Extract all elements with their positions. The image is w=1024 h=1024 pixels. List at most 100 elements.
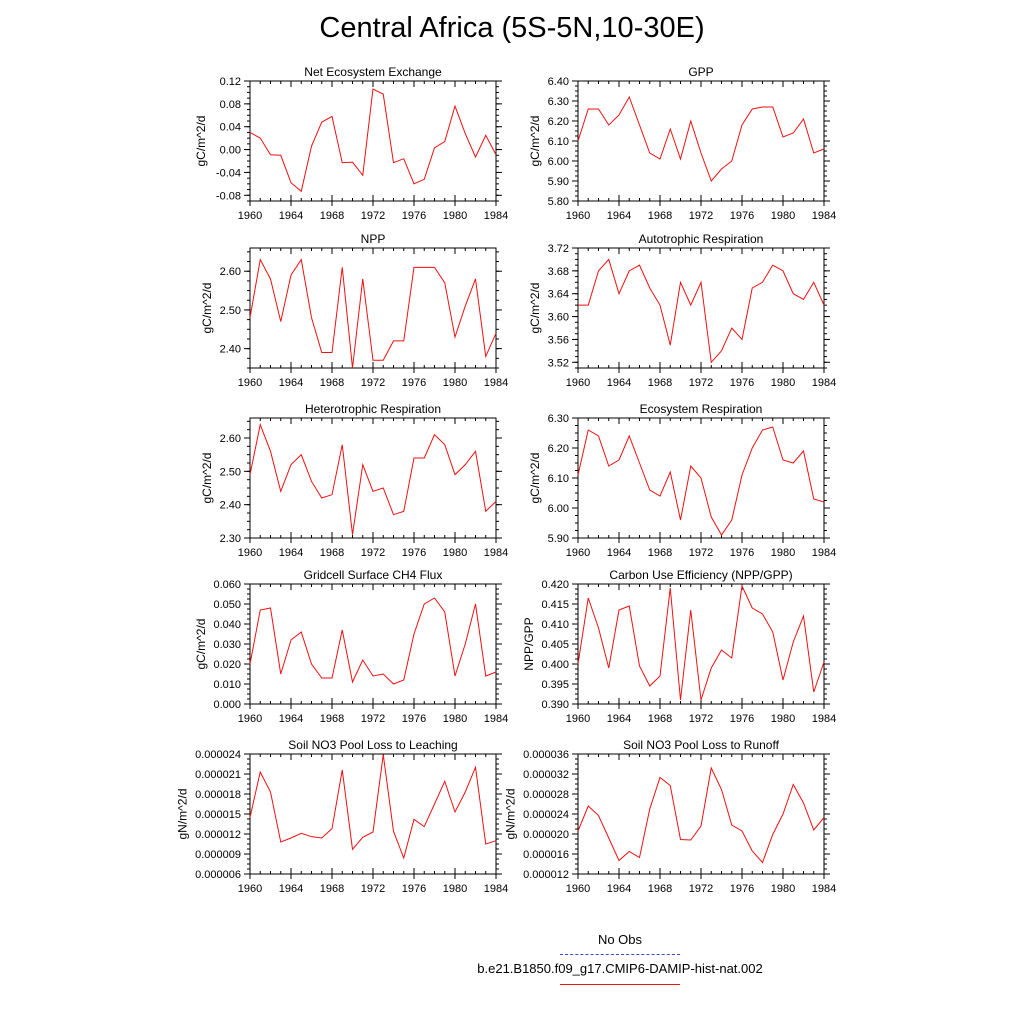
series-line-1 [249, 422, 497, 535]
panel-4: Autotrophic Respiration 1960 1964 1968 1972 1… [528, 232, 836, 389]
y-tick-label: 3.68 [548, 266, 569, 278]
y-tick-label: -0.04 [216, 167, 241, 179]
y-tick-label: 2.30 [220, 533, 241, 545]
x-tick-label: 1960 [566, 210, 590, 222]
panel-title: Soil NO3 Pool Loss to Runoff [623, 738, 780, 752]
plot-frame [249, 80, 497, 202]
panel-7: Gridcell Surface CH4 Flux 1960 1964 1968 197… [194, 568, 508, 725]
x-tick-label: 1964 [607, 377, 631, 389]
y-axis-label: gC/m^2/d [528, 283, 542, 334]
x-tick-label: 1984 [812, 713, 836, 725]
plot-frame [577, 80, 825, 202]
y-tick-label: 0.000032 [523, 769, 569, 781]
panel-title: Net Ecosystem Exchange [304, 65, 442, 79]
x-tick-label: 1968 [648, 210, 672, 222]
y-tick-label: 0.04 [220, 122, 241, 134]
x-tick-label: 1972 [689, 547, 713, 559]
x-tick-label: 1976 [730, 547, 754, 559]
y-tick-label: 3.64 [548, 289, 569, 301]
x-tick-label: 1960 [238, 377, 262, 389]
plot-frame [249, 753, 497, 875]
y-tick-label: 0.420 [541, 579, 569, 591]
y-tick-label: 6.30 [548, 413, 569, 425]
y-tick-label: 0.000 [213, 699, 241, 711]
series-line-1 [249, 597, 497, 685]
y-tick-label: 0.000009 [195, 849, 241, 861]
y-axis-label: gC/m^2/d [200, 283, 214, 334]
panel-title: Gridcell Surface CH4 Flux [304, 568, 443, 582]
plot-frame [577, 583, 825, 705]
y-axis-label: gN/m^2/d [503, 789, 517, 840]
x-tick-label: 1972 [689, 210, 713, 222]
y-axis-label: gC/m^2/d [200, 453, 214, 504]
series-line-1 [249, 258, 497, 369]
series-line-1 [249, 754, 497, 860]
y-tick-label: -0.08 [216, 190, 241, 202]
y-tick-label: 0.415 [541, 599, 569, 611]
x-tick-label: 1976 [402, 210, 426, 222]
x-tick-label: 1964 [607, 713, 631, 725]
y-tick-label: 0.000018 [195, 789, 241, 801]
x-tick-label: 1968 [320, 713, 344, 725]
x-tick-label: 1972 [689, 377, 713, 389]
y-tick-label: 0.050 [213, 599, 241, 611]
x-tick-label: 1980 [771, 377, 795, 389]
x-tick-label: 1964 [279, 210, 303, 222]
y-tick-label: 0.395 [541, 679, 569, 691]
y-tick-label: 0.030 [213, 639, 241, 651]
x-tick-label: 1976 [402, 713, 426, 725]
legend-swatch-no-obs [560, 954, 680, 955]
x-tick-label: 1980 [771, 883, 795, 895]
y-tick-label: 0.000020 [523, 829, 569, 841]
y-tick-label: 0.000012 [523, 869, 569, 881]
y-tick-label: 6.10 [548, 136, 569, 148]
series-line-1 [577, 584, 825, 701]
x-tick-label: 1968 [320, 547, 344, 559]
x-tick-label: 1984 [812, 210, 836, 222]
y-tick-label: 5.90 [548, 176, 569, 188]
y-tick-label: 6.40 [548, 76, 569, 88]
x-tick-label: 1972 [689, 713, 713, 725]
panel-10: Soil NO3 Pool Loss to Runoff 1960 1964 1968… [503, 738, 836, 895]
y-tick-label: 2.50 [220, 305, 241, 317]
x-tick-label: 1980 [443, 713, 467, 725]
panel-5: Heterotrophic Respiration 1960 1964 1968 197… [200, 402, 508, 559]
y-tick-label: 0.000012 [195, 829, 241, 841]
x-tick-label: 1960 [238, 713, 262, 725]
x-tick-label: 1968 [648, 883, 672, 895]
x-tick-label: 1964 [607, 210, 631, 222]
x-tick-label: 1972 [689, 883, 713, 895]
x-tick-label: 1964 [279, 377, 303, 389]
y-tick-label: 0.405 [541, 639, 569, 651]
y-axis-label: gC/m^2/d [528, 453, 542, 504]
y-tick-label: 6.20 [548, 116, 569, 128]
y-tick-label: 0.400 [541, 659, 569, 671]
panel-title: Soil NO3 Pool Loss to Leaching [288, 738, 457, 752]
y-tick-label: 0.000016 [523, 849, 569, 861]
y-tick-label: 0.000024 [195, 749, 241, 761]
y-tick-label: 0.010 [213, 679, 241, 691]
x-tick-label: 1964 [607, 883, 631, 895]
x-tick-label: 1980 [443, 377, 467, 389]
y-tick-label: 2.60 [220, 266, 241, 278]
series-line-1 [249, 88, 497, 193]
y-tick-label: 2.50 [220, 466, 241, 478]
panel-title: Autotrophic Respiration [639, 232, 764, 246]
x-tick-label: 1976 [730, 883, 754, 895]
panel-9: Soil NO3 Pool Loss to Leaching 1960 1964 19… [175, 738, 508, 895]
plot-frame [577, 753, 825, 875]
x-tick-label: 1984 [484, 713, 508, 725]
plot-frame [249, 417, 497, 539]
series-line-1 [577, 426, 825, 536]
x-tick-label: 1984 [484, 883, 508, 895]
x-tick-label: 1960 [238, 210, 262, 222]
y-tick-label: 0.000024 [523, 809, 569, 821]
x-tick-label: 1976 [730, 713, 754, 725]
y-tick-label: 0.060 [213, 579, 241, 591]
x-tick-label: 1972 [361, 210, 385, 222]
x-tick-label: 1976 [402, 377, 426, 389]
panel-8: Carbon Use Efficiency (NPP/GPP) 1960 1964 1… [522, 568, 836, 725]
series-line-1 [577, 95, 825, 182]
x-tick-label: 1984 [812, 883, 836, 895]
y-tick-label: 2.40 [220, 344, 241, 356]
